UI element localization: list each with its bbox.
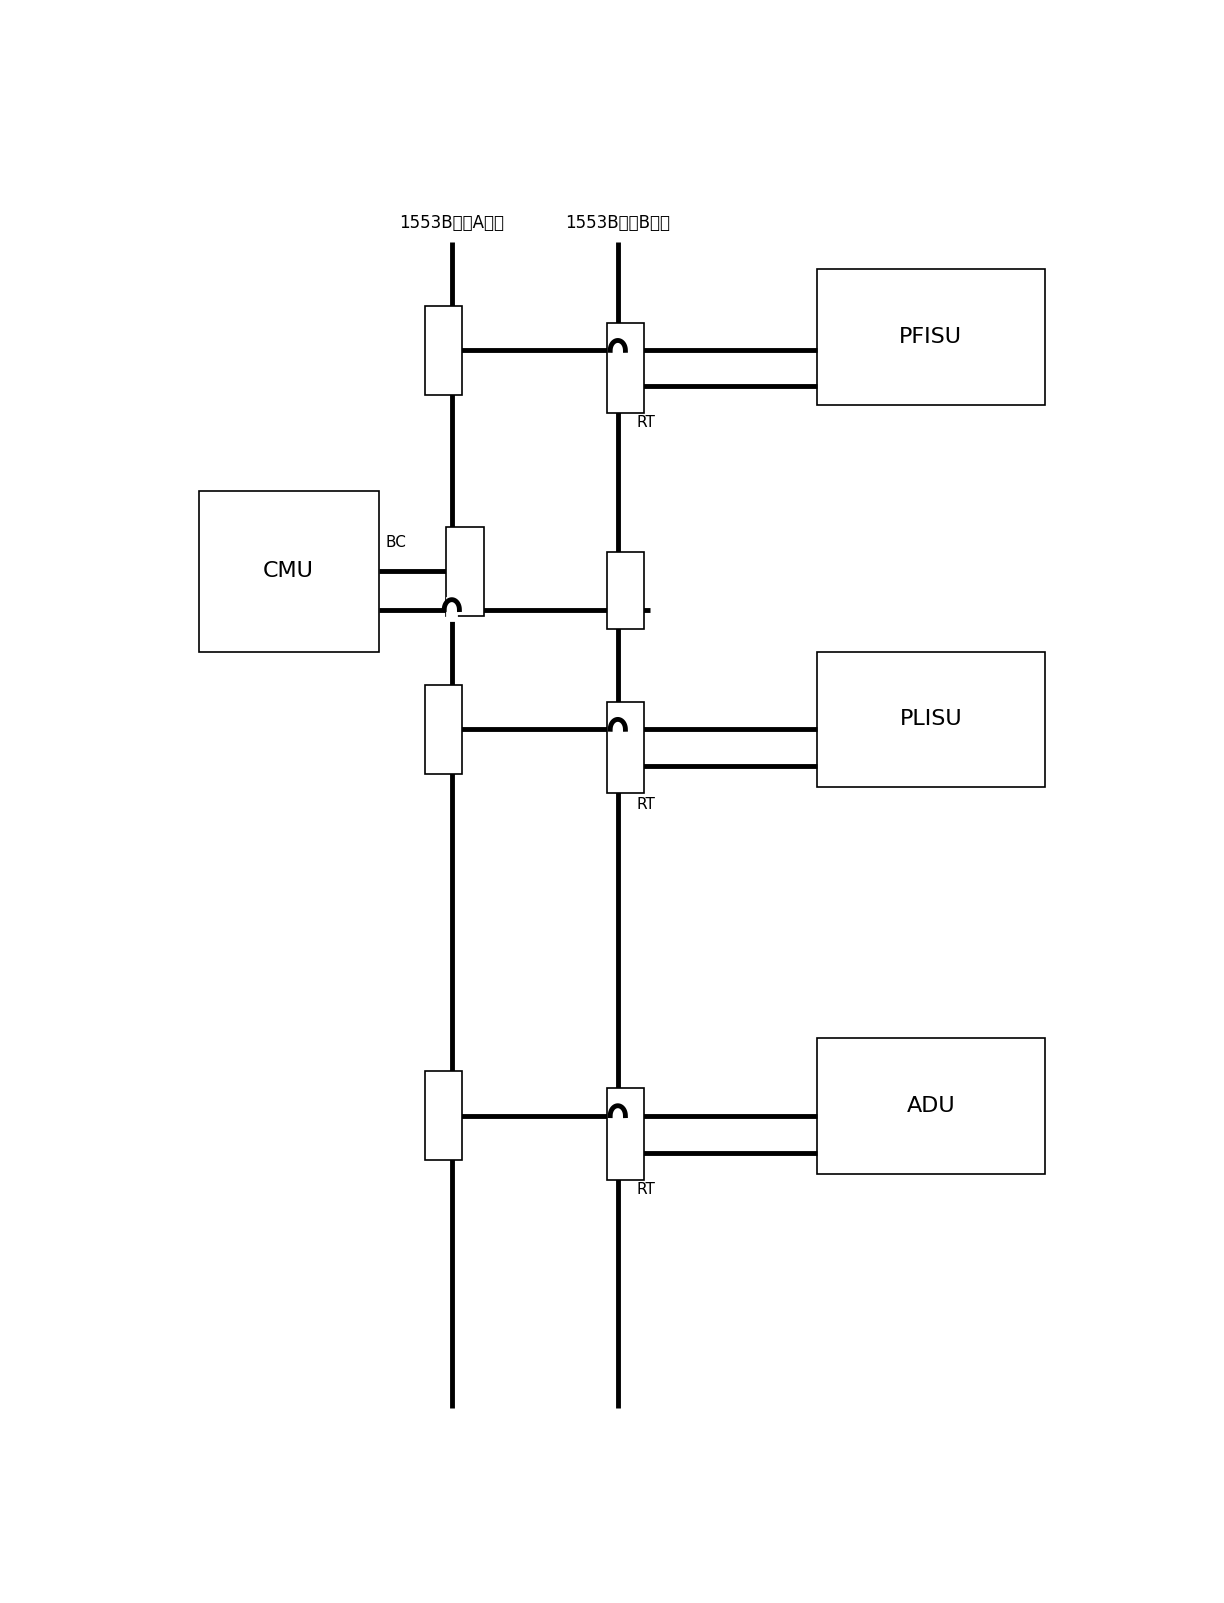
Bar bbox=[818, 269, 1045, 404]
Bar bbox=[447, 527, 483, 616]
Bar bbox=[425, 684, 463, 774]
Text: RT: RT bbox=[636, 1183, 656, 1197]
Text: CMU: CMU bbox=[263, 561, 315, 582]
Bar bbox=[818, 1037, 1045, 1173]
Text: PFISU: PFISU bbox=[900, 327, 962, 346]
Text: ADU: ADU bbox=[907, 1096, 955, 1116]
Bar bbox=[607, 1088, 644, 1180]
Text: 1553B总线B通道: 1553B总线B通道 bbox=[565, 213, 671, 232]
Bar bbox=[607, 324, 644, 414]
Bar bbox=[607, 551, 644, 630]
Bar bbox=[198, 491, 378, 651]
Bar bbox=[818, 651, 1045, 787]
Bar bbox=[607, 702, 644, 793]
Bar bbox=[425, 306, 463, 394]
Bar bbox=[425, 1071, 463, 1161]
Text: BC: BC bbox=[386, 535, 406, 550]
Text: 1553B总线A通道: 1553B总线A通道 bbox=[399, 213, 504, 232]
Text: PLISU: PLISU bbox=[900, 710, 962, 729]
Text: RT: RT bbox=[636, 797, 656, 813]
Text: RT: RT bbox=[636, 415, 656, 430]
